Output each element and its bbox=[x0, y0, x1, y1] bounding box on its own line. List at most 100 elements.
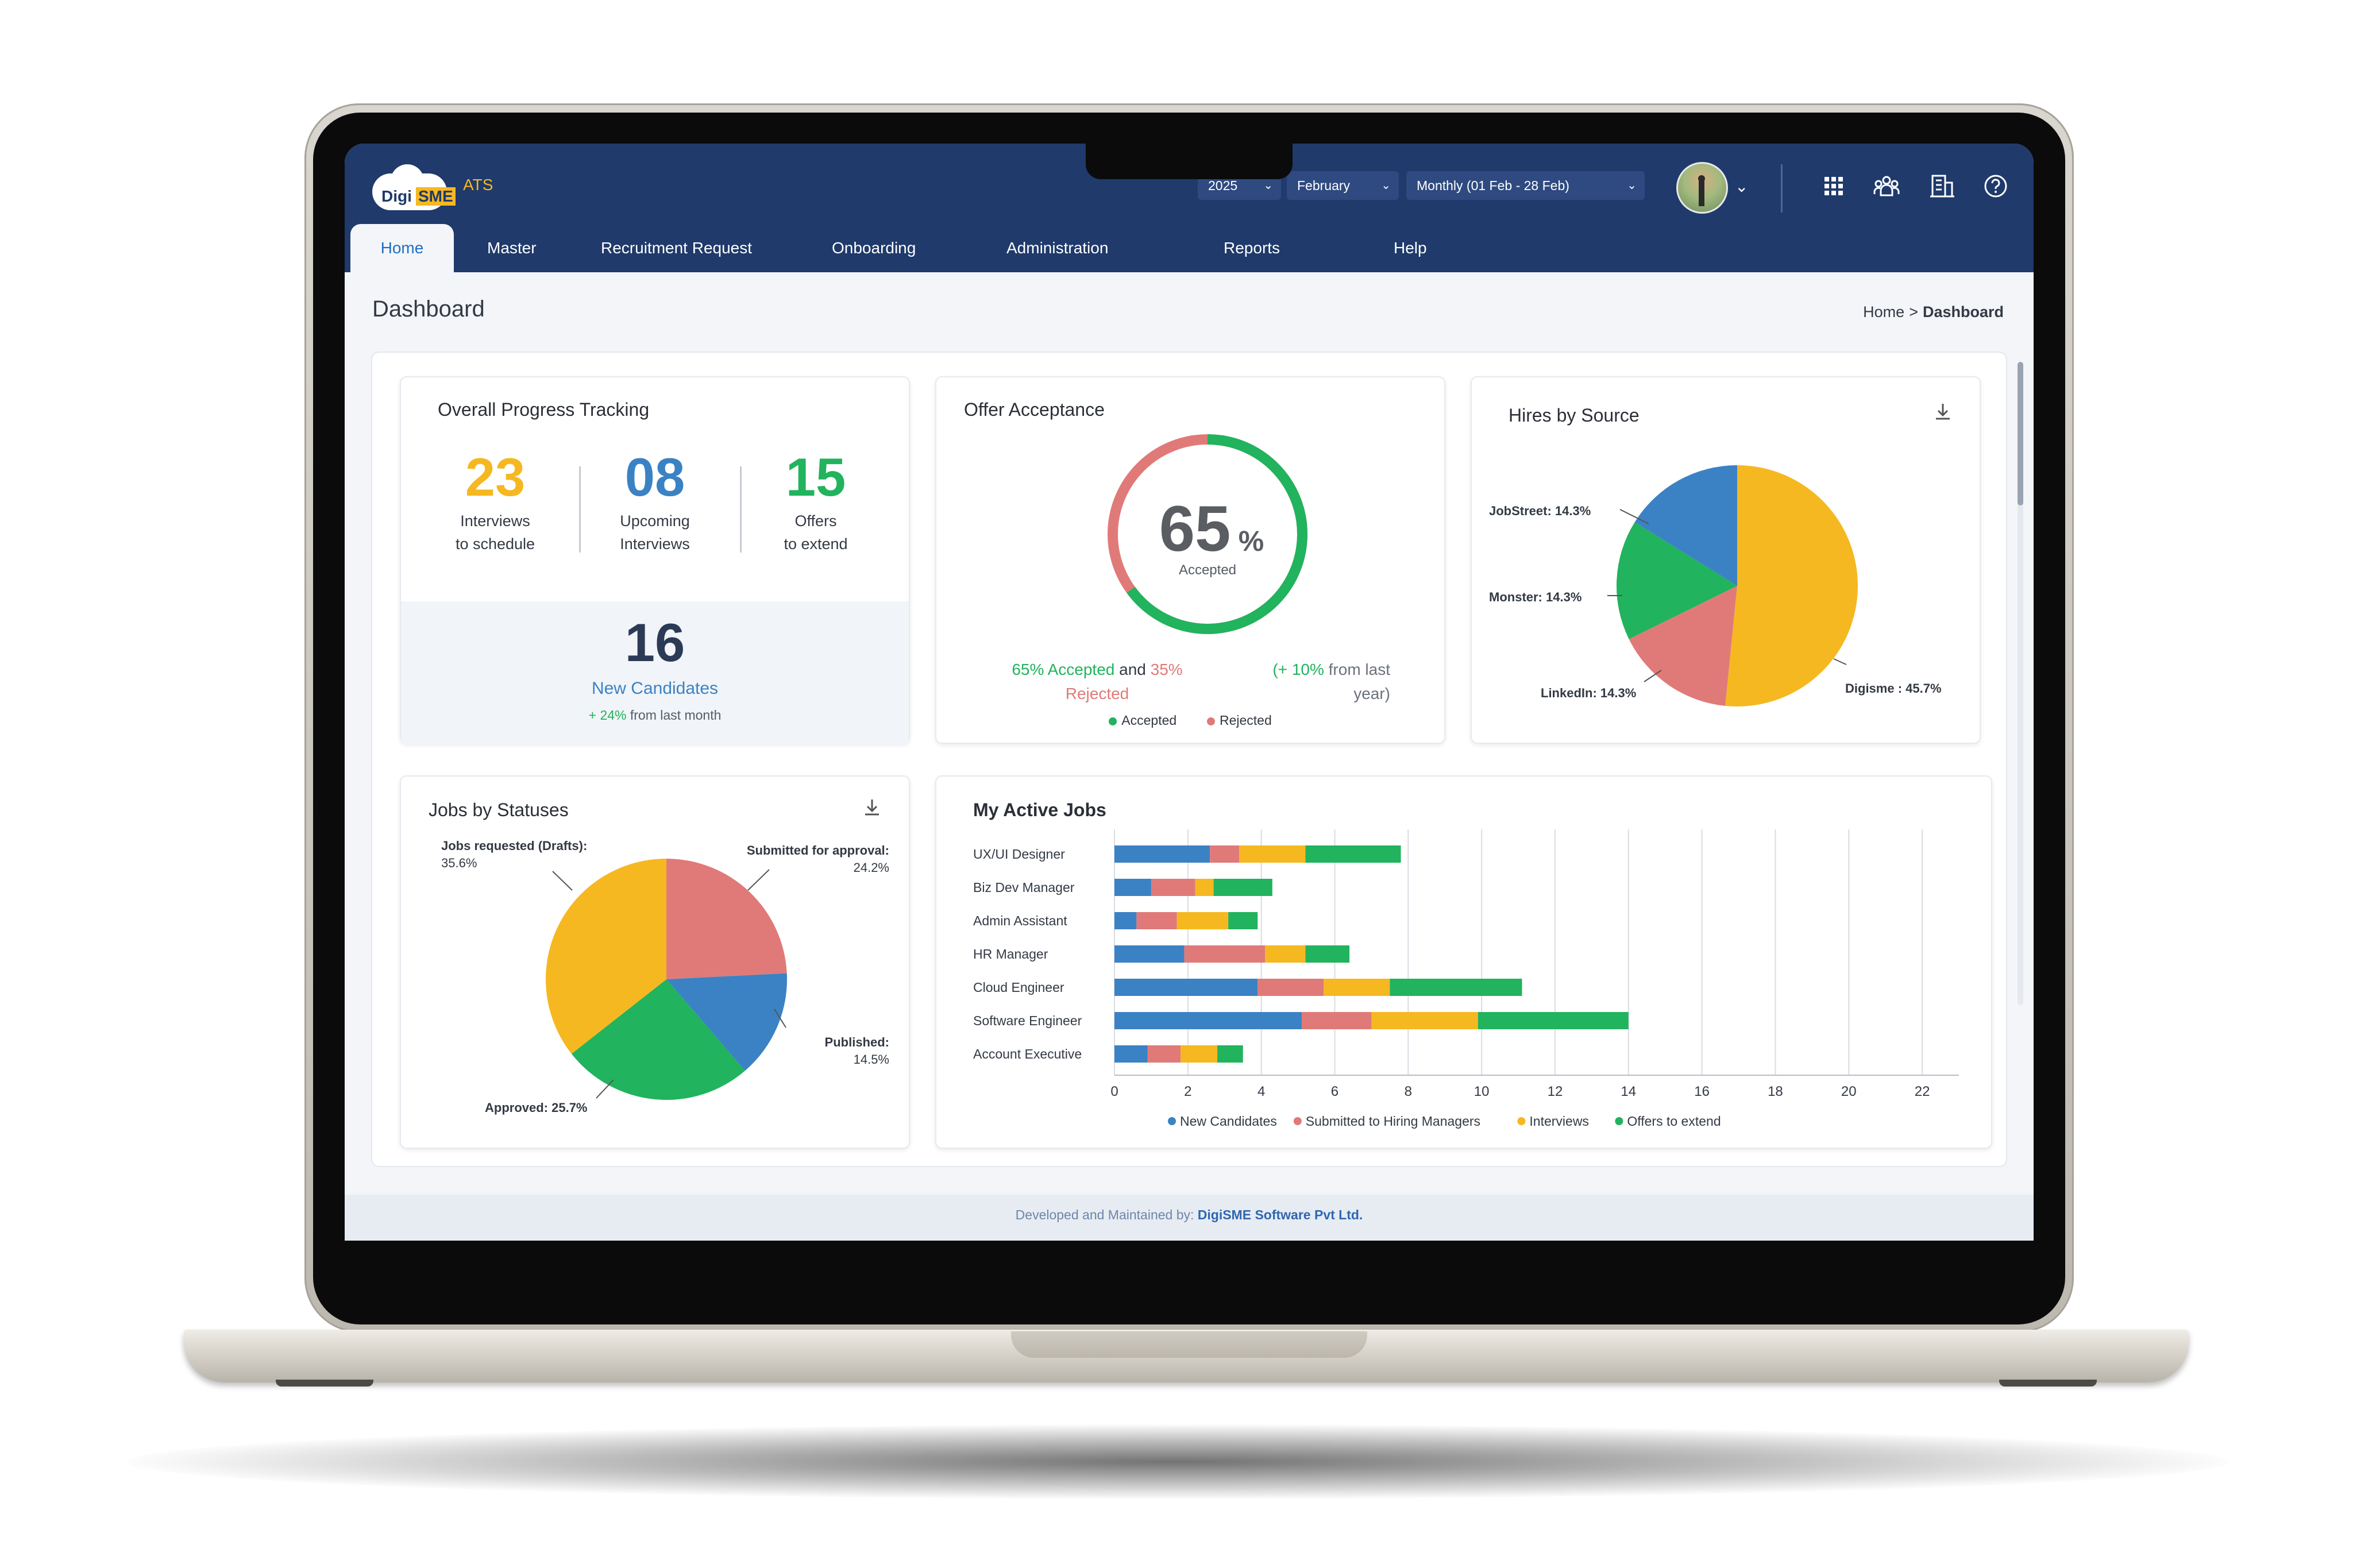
tab-onboarding[interactable]: Onboarding bbox=[832, 239, 916, 257]
bar-segment-submitted-to-hiring-managers[interactable] bbox=[1136, 912, 1177, 929]
legend-rejected-label: Rejected bbox=[1219, 713, 1272, 728]
tab-administration[interactable]: Administration bbox=[1006, 239, 1109, 257]
period-select-value: Monthly (01 Feb - 28 Feb) bbox=[1417, 178, 1569, 193]
user-menu-chevron-icon[interactable]: ⌄ bbox=[1735, 177, 1749, 195]
building-icon[interactable] bbox=[1928, 172, 1955, 200]
laptop-shadow bbox=[126, 1424, 2229, 1499]
bar-segment-submitted-to-hiring-managers[interactable] bbox=[1301, 1012, 1372, 1029]
category-label: Software Engineer bbox=[973, 1013, 1082, 1028]
bar-segment-offers-to-extend[interactable] bbox=[1213, 879, 1272, 896]
download-icon[interactable] bbox=[861, 796, 884, 819]
breadcrumb: Home > Dashboard bbox=[1863, 303, 2004, 321]
hires-label-monster: Monster: 14.3% bbox=[1489, 590, 1581, 604]
bar-segment-interviews[interactable] bbox=[1371, 1012, 1478, 1029]
header-divider bbox=[1781, 164, 1783, 213]
scrollbar-thumb[interactable] bbox=[2018, 362, 2023, 505]
offer-donut-chart: 65 % Accepted bbox=[1108, 434, 1307, 634]
new-candidates-label: New Candidates bbox=[591, 679, 719, 698]
bar-segment-offers-to-extend[interactable] bbox=[1305, 945, 1350, 963]
bar-segment-new-candidates[interactable] bbox=[1114, 979, 1258, 996]
tab-help[interactable]: Help bbox=[1394, 239, 1427, 257]
bar-segment-submitted-to-hiring-managers[interactable] bbox=[1257, 979, 1324, 996]
scrollbar-track[interactable] bbox=[2018, 362, 2023, 1005]
x-tick-label: 14 bbox=[1621, 1084, 1636, 1099]
leader-line bbox=[552, 871, 573, 891]
bar-segment-offers-to-extend[interactable] bbox=[1390, 979, 1522, 996]
bar-segment-new-candidates[interactable] bbox=[1114, 1045, 1148, 1063]
help-circle-icon[interactable] bbox=[1982, 172, 2009, 200]
laptop-opening-groove bbox=[1011, 1331, 1367, 1358]
bar-segment-interviews[interactable] bbox=[1195, 879, 1214, 896]
app-screen: Digi SME ATS 2025 ⌄ February ⌄ Monthly (… bbox=[345, 144, 2034, 1241]
bar-segment-submitted-to-hiring-managers[interactable] bbox=[1210, 845, 1240, 863]
category-label: Cloud Engineer bbox=[973, 980, 1064, 995]
tab-recruitment-request[interactable]: Recruitment Request bbox=[601, 239, 753, 257]
x-tick-label: 22 bbox=[1915, 1084, 1930, 1099]
apps-grid-icon[interactable] bbox=[1820, 172, 1847, 200]
offer-change-value: 10% bbox=[1291, 661, 1324, 678]
team-icon[interactable] bbox=[1873, 172, 1900, 200]
upcoming-interviews-count: 08 bbox=[624, 447, 685, 507]
bar-segment-new-candidates[interactable] bbox=[1114, 1012, 1302, 1029]
status-label-drafts-value: 35.6% bbox=[441, 856, 477, 870]
status-label-published-value: 14.5% bbox=[854, 1052, 889, 1067]
status-slice-submitted-for-approval[interactable] bbox=[666, 859, 787, 979]
breadcrumb-current: Dashboard bbox=[1922, 303, 2004, 320]
offer-summary: 65% Accepted and 35% Rejected bbox=[994, 658, 1201, 706]
chevron-down-icon: ⌄ bbox=[1627, 179, 1637, 192]
bar-segment-new-candidates[interactable] bbox=[1114, 912, 1137, 929]
bar-segment-submitted-to-hiring-managers[interactable] bbox=[1151, 879, 1195, 896]
tab-master[interactable]: Master bbox=[487, 239, 537, 257]
footer-text: Developed and Maintained by: bbox=[1015, 1207, 1194, 1222]
bar-segment-interviews[interactable] bbox=[1265, 945, 1306, 963]
bar-segment-new-candidates[interactable] bbox=[1114, 845, 1210, 863]
legend-label: New Candidates bbox=[1180, 1114, 1277, 1129]
tab-reports[interactable]: Reports bbox=[1224, 239, 1280, 257]
interviews-to-schedule-label-2: to schedule bbox=[455, 535, 535, 553]
bar-segment-new-candidates[interactable] bbox=[1114, 945, 1185, 963]
jobs-by-statuses-card: Jobs by Statuses Jobs requested (Drafts)… bbox=[400, 775, 910, 1149]
offers-to-extend-count: 15 bbox=[785, 447, 846, 507]
bar-segment-submitted-to-hiring-managers[interactable] bbox=[1147, 1045, 1181, 1063]
hires-slice-linkedin[interactable] bbox=[1629, 586, 1737, 706]
bar-segment-interviews[interactable] bbox=[1239, 845, 1306, 863]
offer-summary-and: and bbox=[1119, 661, 1146, 678]
tab-home[interactable]: Home bbox=[350, 224, 454, 272]
bar-segment-interviews[interactable] bbox=[1324, 979, 1390, 996]
new-candidates-count: 16 bbox=[624, 612, 685, 673]
user-avatar[interactable] bbox=[1676, 162, 1728, 214]
x-tick-label: 12 bbox=[1548, 1084, 1563, 1099]
bar-segment-interviews[interactable] bbox=[1176, 912, 1229, 929]
bar-segment-interviews[interactable] bbox=[1181, 1045, 1217, 1063]
status-slice-published[interactable] bbox=[666, 973, 787, 1071]
status-slice-jobs-requested-drafts[interactable] bbox=[546, 859, 666, 1054]
offer-legend: Accepted Rejected bbox=[936, 713, 1444, 728]
category-label: Account Executive bbox=[973, 1046, 1082, 1061]
bar-segment-offers-to-extend[interactable] bbox=[1305, 845, 1401, 863]
hires-slice-digisme[interactable] bbox=[1725, 465, 1858, 706]
hires-slice-jobstreet[interactable] bbox=[1634, 465, 1737, 586]
offer-acceptance-card: Offer Acceptance 65 % Accepted 65% Accep… bbox=[935, 376, 1445, 744]
year-select-value: 2025 bbox=[1208, 178, 1238, 193]
bar-segment-offers-to-extend[interactable] bbox=[1478, 1012, 1629, 1029]
jobs-by-statuses-title: Jobs by Statuses bbox=[429, 800, 569, 820]
status-slice-approved[interactable] bbox=[571, 979, 745, 1100]
footer-company-link[interactable]: DigiSME Software Pvt Ltd. bbox=[1197, 1207, 1363, 1222]
bar-segment-new-candidates[interactable] bbox=[1114, 879, 1151, 896]
breadcrumb-separator: > bbox=[1909, 303, 1918, 320]
bar-segment-offers-to-extend[interactable] bbox=[1217, 1045, 1243, 1063]
download-icon[interactable] bbox=[1931, 400, 1954, 423]
period-select[interactable]: Monthly (01 Feb - 28 Feb) ⌄ bbox=[1406, 171, 1645, 200]
bar-segment-offers-to-extend[interactable] bbox=[1228, 912, 1258, 929]
interviews-to-schedule-label-1: Interviews bbox=[460, 512, 530, 530]
bar-segment-submitted-to-hiring-managers[interactable] bbox=[1184, 945, 1266, 963]
hires-slice-monster[interactable] bbox=[1617, 522, 1737, 639]
category-label: UX/UI Designer bbox=[973, 847, 1065, 862]
category-label: HR Manager bbox=[973, 947, 1048, 961]
page-footer: Developed and Maintained by: DigiSME Sof… bbox=[345, 1195, 2034, 1241]
month-select[interactable]: February ⌄ bbox=[1287, 171, 1399, 200]
hires-label-digisme: Digisme : 45.7% bbox=[1845, 681, 1942, 696]
digisme-logo[interactable]: Digi SME bbox=[372, 164, 458, 211]
new-candidates-panel[interactable]: 16 New Candidates + 24% from last month bbox=[401, 601, 909, 745]
breadcrumb-home-link[interactable]: Home bbox=[1863, 303, 1905, 320]
